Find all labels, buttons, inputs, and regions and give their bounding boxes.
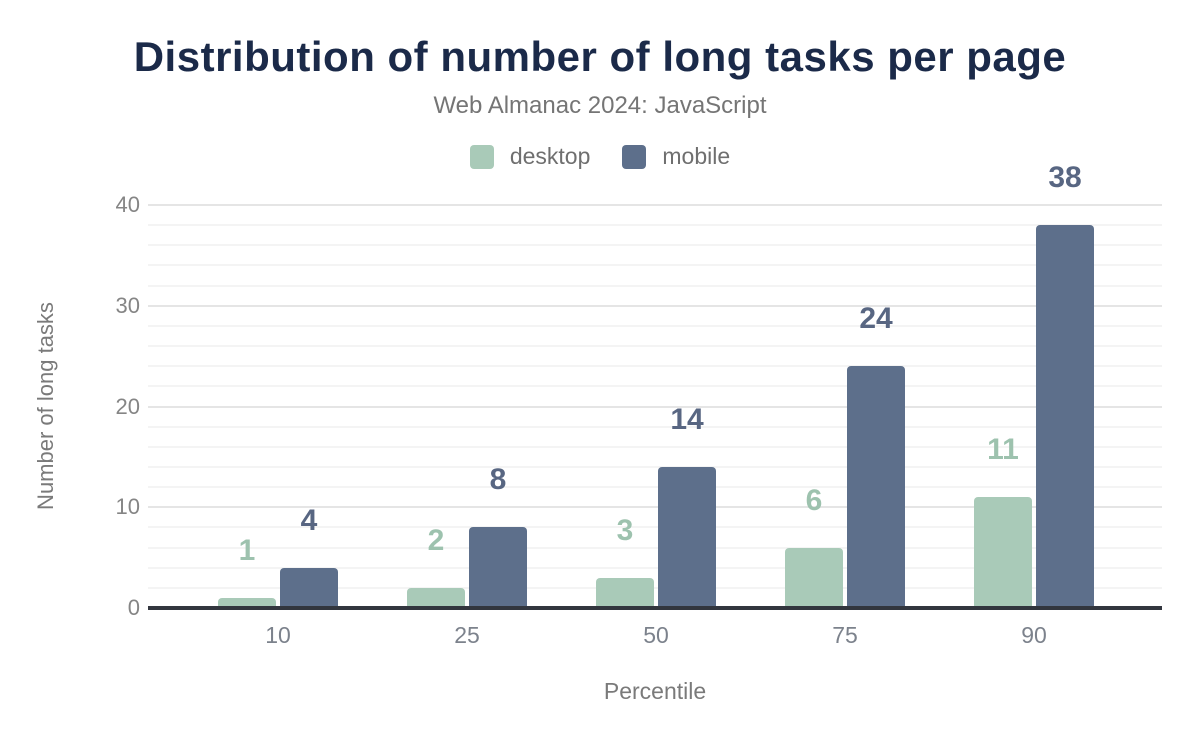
value-label-desktop-p90: 11 (987, 433, 1019, 467)
bar-desktop-p10 (218, 597, 276, 608)
bar-mobile-p75 (847, 366, 905, 608)
value-label-mobile-p75: 24 (859, 302, 893, 336)
bar-mobile-p25 (469, 527, 527, 608)
value-label-mobile-p25: 8 (489, 463, 507, 497)
chart-title: Distribution of number of long tasks per… (133, 33, 1067, 80)
minor-gridline (148, 445, 1162, 448)
legend-item-mobile: mobile (622, 143, 730, 170)
minor-gridline (148, 244, 1162, 247)
x-axis-line (148, 606, 1162, 610)
x-tick-label: 75 (832, 622, 858, 648)
x-tick-label: 50 (643, 622, 669, 648)
minor-gridline (148, 546, 1162, 549)
x-tick-label: 25 (454, 622, 480, 648)
minor-gridline (148, 566, 1162, 569)
minor-gridline (148, 586, 1162, 589)
value-label-desktop-p25: 2 (427, 523, 445, 557)
bar-desktop-p25 (407, 587, 465, 608)
major-gridline (148, 304, 1162, 307)
minor-gridline (148, 224, 1162, 227)
major-gridline (148, 405, 1162, 408)
value-label-desktop-p50: 3 (616, 513, 634, 547)
x-axis-title: Percentile (603, 678, 707, 704)
minor-gridline (148, 526, 1162, 529)
minor-gridline (148, 465, 1162, 468)
mobile-swatch-icon (622, 144, 647, 169)
value-label-desktop-p10: 1 (238, 533, 256, 567)
bar-desktop-p75 (785, 547, 843, 608)
legend-item-desktop: desktop (469, 143, 591, 170)
y-tick-label: 30 (115, 292, 140, 318)
value-label-desktop-p75: 6 (805, 483, 823, 517)
bar-desktop-p90 (974, 497, 1032, 608)
y-tick-label: 40 (115, 192, 140, 217)
bar-mobile-p10 (280, 567, 338, 608)
minor-gridline (148, 345, 1162, 348)
y-tick-label: 20 (115, 393, 140, 419)
desktop-swatch-icon (469, 144, 494, 169)
y-tick-label: 0 (127, 595, 140, 620)
x-tick-label: 10 (265, 622, 291, 648)
bar-mobile-p90 (1036, 225, 1094, 608)
y-tick-label: 10 (115, 494, 140, 520)
chart-subtitle: Web Almanac 2024: JavaScript (433, 92, 767, 119)
x-tick-label: 90 (1021, 622, 1047, 648)
minor-gridline (148, 486, 1162, 489)
minor-gridline (148, 425, 1162, 428)
major-gridline (148, 204, 1162, 206)
value-label-mobile-p90: 38 (1048, 161, 1082, 195)
value-label-mobile-p50: 14 (670, 402, 704, 436)
major-gridline (148, 506, 1162, 509)
value-label-mobile-p10: 4 (300, 503, 318, 537)
y-axis-title: Number of long tasks (33, 302, 58, 510)
minor-gridline (148, 385, 1162, 388)
minor-gridline (148, 324, 1162, 327)
chart-legend: desktop mobile (0, 143, 1200, 170)
minor-gridline (148, 365, 1162, 368)
minor-gridline (148, 284, 1162, 287)
legend-label-mobile: mobile (662, 143, 731, 169)
bar-mobile-p50 (658, 466, 716, 608)
minor-gridline (148, 264, 1162, 267)
legend-label-desktop: desktop (509, 143, 591, 169)
bar-desktop-p50 (596, 577, 654, 608)
